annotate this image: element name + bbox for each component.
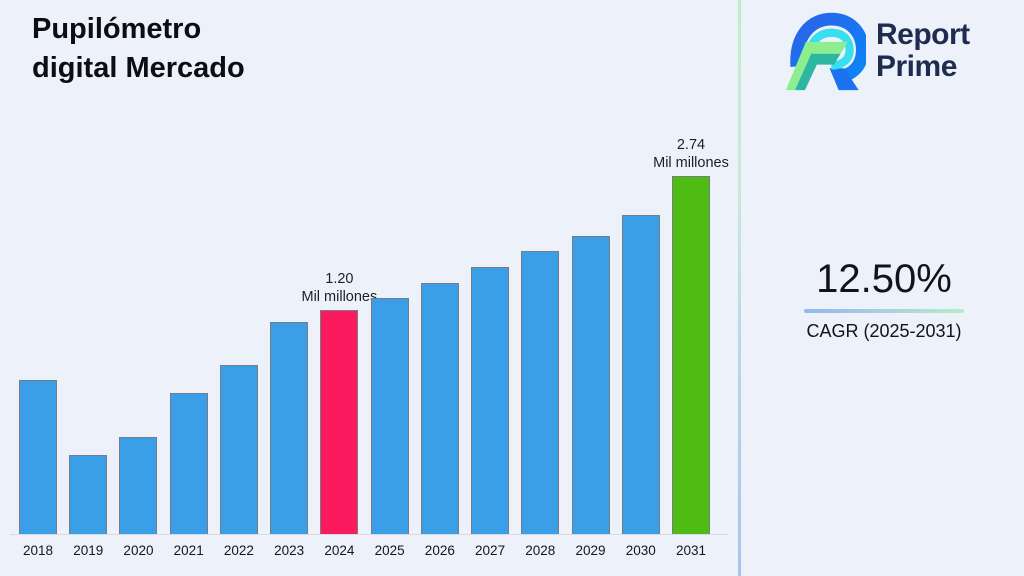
x-tick-2028: 2028	[525, 543, 556, 558]
bar-2026	[420, 283, 459, 534]
logo-word-report: Report	[876, 17, 970, 51]
x-tick-2027: 2027	[475, 543, 506, 558]
logo-word-prime: Prime	[876, 50, 957, 83]
value-label-number: 1.20	[325, 270, 354, 287]
cagr-value: 12.50%	[816, 257, 952, 301]
bar-2030	[621, 215, 660, 534]
bar-2029	[571, 236, 610, 534]
x-axis-line	[10, 534, 728, 535]
value-label-number: 2.74	[676, 136, 706, 153]
report-prime-wordmark: Report Prime	[876, 17, 970, 83]
x-tick-2024: 2024	[324, 543, 355, 558]
cagr-label: CAGR (2025-2031)	[806, 321, 962, 341]
page-title: Pupilómetro digital Mercado	[32, 10, 245, 87]
x-tick-2023: 2023	[274, 543, 305, 558]
bar-2019	[69, 455, 108, 534]
x-tick-2026: 2026	[424, 543, 455, 558]
x-tick-2030: 2030	[625, 543, 656, 558]
value-label-unit: Mil millones	[301, 288, 378, 305]
report-prime-logo-icon	[785, 12, 866, 91]
value-label-2031: 2.74 Mil millones	[653, 136, 729, 172]
report-prime-logo: Report Prime	[784, 8, 970, 94]
bar-2022	[219, 365, 258, 534]
value-label-2024: 1.20 Mil millones	[302, 270, 378, 306]
bar-2021	[169, 393, 208, 534]
value-label-unit: Mil millones	[653, 154, 729, 171]
x-tick-2020: 2020	[123, 543, 154, 558]
divider-line	[738, 0, 741, 576]
bar-2028	[521, 251, 560, 534]
bar-chart: 2018 2019 2020 2021 2022 2023 2024 1.20 Mil mill…	[10, 136, 729, 558]
bar-2018	[19, 380, 57, 534]
x-tick-2021: 2021	[173, 543, 204, 558]
bar-2024	[320, 310, 359, 534]
x-tick-2029: 2029	[575, 543, 606, 558]
cagr-underline	[804, 309, 964, 313]
x-tick-2019: 2019	[73, 543, 104, 558]
cagr-panel: 12.50% CAGR (2025-2031)	[804, 257, 964, 342]
x-tick-2022: 2022	[223, 543, 254, 558]
x-tick-2031: 2031	[675, 543, 707, 558]
bar-2020	[119, 437, 158, 534]
x-tick-2018: 2018	[22, 543, 54, 558]
bar-2027	[471, 267, 510, 534]
bar-2031	[671, 176, 710, 534]
x-tick-2025: 2025	[374, 543, 405, 558]
bar-2025	[370, 298, 409, 534]
bar-2023	[270, 322, 309, 534]
page-title-line1: Pupilómetro	[32, 13, 202, 45]
page-title-line2: digital Mercado	[32, 51, 245, 84]
